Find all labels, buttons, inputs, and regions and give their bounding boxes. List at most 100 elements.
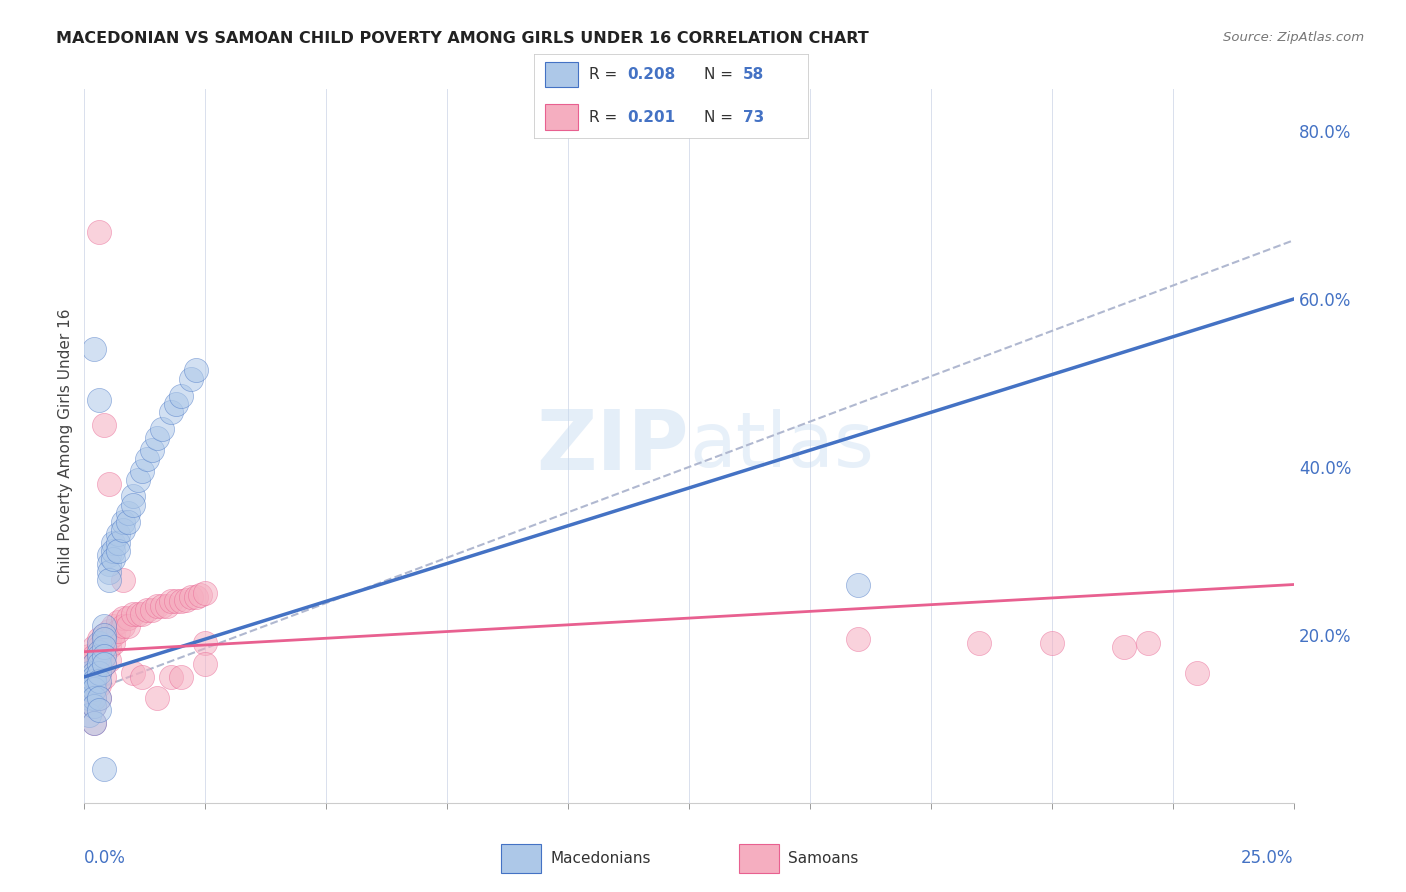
Point	[112, 611, 135, 625]
Text: Macedonians: Macedonians	[550, 851, 651, 866]
Point	[180, 372, 202, 386]
Text: N =: N =	[704, 67, 738, 82]
Point	[77, 665, 100, 680]
Point	[93, 628, 115, 642]
Point	[194, 586, 217, 600]
Point	[77, 674, 100, 689]
Point	[87, 665, 110, 680]
Point	[180, 590, 202, 604]
Point	[112, 619, 135, 633]
Point	[107, 527, 129, 541]
Point	[194, 657, 217, 672]
Point	[150, 599, 173, 613]
Point	[93, 648, 115, 663]
Point	[107, 535, 129, 549]
Point	[77, 695, 100, 709]
Point	[97, 565, 120, 579]
Text: 0.0%: 0.0%	[84, 849, 127, 867]
Point	[77, 707, 100, 722]
Point	[150, 422, 173, 436]
Point	[97, 624, 120, 638]
Point	[131, 670, 153, 684]
Point	[103, 619, 125, 633]
Point	[87, 665, 110, 680]
Point	[103, 552, 125, 566]
Point	[93, 670, 115, 684]
Point	[93, 640, 115, 655]
Point	[83, 690, 105, 705]
Point	[97, 640, 120, 655]
Text: R =: R =	[589, 110, 623, 125]
Point	[93, 657, 115, 672]
Point	[83, 716, 105, 731]
Text: 25.0%: 25.0%	[1241, 849, 1294, 867]
Point	[146, 690, 169, 705]
Point	[93, 417, 115, 432]
Text: R =: R =	[589, 67, 623, 82]
Point	[117, 506, 139, 520]
Point	[83, 682, 105, 697]
Bar	[546, 62, 578, 87]
Text: Source: ZipAtlas.com: Source: ZipAtlas.com	[1223, 31, 1364, 45]
Point	[97, 476, 120, 491]
Text: 0.208: 0.208	[627, 67, 676, 82]
Point	[97, 557, 120, 571]
Point	[77, 657, 100, 672]
Point	[87, 648, 110, 663]
Y-axis label: Child Poverty Among Girls Under 16: Child Poverty Among Girls Under 16	[58, 309, 73, 583]
Point	[155, 599, 177, 613]
Point	[146, 599, 169, 613]
Point	[1185, 665, 1208, 680]
Point	[103, 544, 125, 558]
Point	[93, 628, 115, 642]
Point	[136, 603, 159, 617]
Point	[103, 636, 125, 650]
Bar	[740, 844, 779, 873]
Point	[103, 628, 125, 642]
Point	[112, 515, 135, 529]
Point	[77, 648, 100, 663]
Point	[83, 674, 105, 689]
Point	[131, 464, 153, 478]
Point	[121, 489, 143, 503]
Point	[165, 397, 187, 411]
Point	[87, 648, 110, 663]
Point	[160, 594, 183, 608]
Point	[160, 670, 183, 684]
Point	[170, 594, 193, 608]
Point	[141, 603, 163, 617]
Point	[1040, 636, 1063, 650]
Point	[127, 607, 149, 621]
Text: 73: 73	[742, 110, 763, 125]
Point	[967, 636, 990, 650]
Text: ZIP: ZIP	[537, 406, 689, 486]
Point	[83, 699, 105, 714]
Point	[170, 670, 193, 684]
Point	[83, 657, 105, 672]
Text: 0.201: 0.201	[627, 110, 676, 125]
Point	[87, 657, 110, 672]
Point	[846, 577, 869, 591]
Point	[87, 636, 110, 650]
Point	[97, 632, 120, 646]
Point	[77, 674, 100, 689]
Point	[83, 648, 105, 663]
Point	[93, 762, 115, 776]
Point	[117, 619, 139, 633]
Point	[87, 632, 110, 646]
Point	[112, 574, 135, 588]
Point	[87, 645, 110, 659]
Point	[87, 392, 110, 407]
Point	[170, 389, 193, 403]
Point	[97, 574, 120, 588]
Point	[846, 632, 869, 646]
Point	[87, 690, 110, 705]
Point	[83, 640, 105, 655]
Point	[83, 665, 105, 680]
Point	[121, 498, 143, 512]
Point	[184, 590, 207, 604]
Point	[194, 636, 217, 650]
Text: 58: 58	[742, 67, 763, 82]
Point	[93, 645, 115, 659]
Point	[141, 443, 163, 458]
